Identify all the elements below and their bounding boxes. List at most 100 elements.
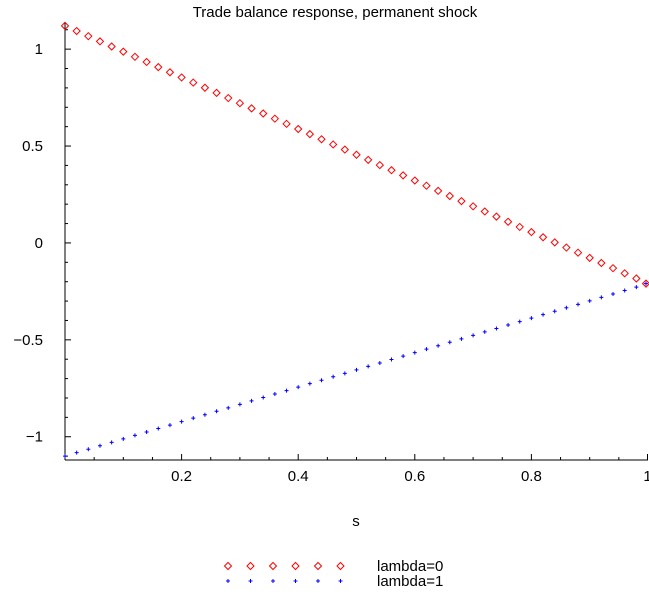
x-tick-label: 0.2 bbox=[171, 468, 192, 485]
data-point bbox=[352, 150, 361, 159]
legend-marker bbox=[316, 579, 320, 583]
data-point bbox=[293, 124, 303, 134]
data-point bbox=[541, 312, 546, 317]
data-point bbox=[387, 166, 396, 175]
data-point bbox=[422, 181, 431, 190]
data-point bbox=[226, 405, 231, 410]
data-point bbox=[284, 388, 289, 393]
data-point bbox=[354, 367, 359, 372]
data-point bbox=[389, 357, 394, 362]
data-point bbox=[235, 98, 245, 108]
data-point bbox=[471, 333, 476, 338]
y-tick-label: 0.5 bbox=[22, 138, 43, 155]
data-point bbox=[457, 196, 466, 206]
data-point bbox=[527, 227, 536, 237]
data-point bbox=[270, 114, 280, 123]
y-tick-label: 0 bbox=[35, 235, 43, 252]
data-point bbox=[296, 385, 301, 390]
data-point bbox=[445, 191, 454, 201]
legend-label: lambda=1 bbox=[377, 573, 443, 590]
data-point bbox=[109, 440, 114, 445]
data-point bbox=[585, 253, 594, 263]
data-point bbox=[506, 323, 511, 328]
data-point bbox=[84, 31, 93, 41]
data-point bbox=[132, 433, 137, 438]
series-lambda=1 bbox=[63, 281, 648, 459]
legend-marker bbox=[313, 561, 323, 571]
x-axis-label: s bbox=[352, 513, 360, 530]
series-lambda=0 bbox=[60, 21, 649, 288]
x-tick-label: 1 bbox=[643, 468, 649, 485]
data-point bbox=[503, 217, 513, 226]
data-point bbox=[433, 186, 443, 196]
data-point bbox=[492, 212, 501, 221]
data-point bbox=[538, 233, 548, 242]
legend-marker bbox=[291, 561, 300, 571]
data-point bbox=[398, 171, 408, 180]
data-point bbox=[480, 207, 489, 216]
data-point bbox=[564, 305, 569, 310]
legend-marker bbox=[336, 561, 345, 571]
data-point bbox=[282, 119, 291, 129]
data-point bbox=[342, 371, 347, 376]
data-point bbox=[95, 37, 105, 46]
data-point bbox=[74, 450, 79, 455]
data-point bbox=[247, 104, 256, 113]
legend-marker bbox=[248, 579, 253, 583]
data-point bbox=[363, 155, 373, 165]
data-point bbox=[249, 398, 254, 403]
data-point bbox=[60, 21, 70, 31]
data-point bbox=[641, 279, 649, 288]
data-point bbox=[154, 62, 163, 72]
data-point bbox=[200, 83, 210, 92]
data-point bbox=[179, 419, 184, 424]
data-point bbox=[214, 409, 219, 414]
y-tick-label: 1 bbox=[35, 41, 43, 58]
legend-entry: lambda=1 bbox=[226, 573, 443, 590]
data-point bbox=[375, 160, 385, 170]
legend-label: lambda=0 bbox=[377, 558, 443, 575]
data-point bbox=[307, 381, 312, 386]
data-point bbox=[412, 350, 417, 355]
data-point bbox=[121, 436, 126, 441]
data-point bbox=[494, 326, 499, 331]
data-point bbox=[515, 222, 524, 232]
x-tick-label: 0.8 bbox=[521, 468, 542, 485]
data-point bbox=[63, 454, 67, 459]
data-point bbox=[305, 129, 315, 139]
data-point bbox=[552, 309, 557, 314]
data-point bbox=[599, 295, 604, 300]
legend-marker bbox=[338, 579, 343, 583]
data-point bbox=[620, 269, 629, 278]
data-point bbox=[319, 378, 324, 383]
data-point bbox=[410, 176, 420, 185]
legend-marker bbox=[226, 579, 230, 583]
data-point bbox=[608, 263, 618, 273]
data-point bbox=[436, 343, 441, 348]
data-point bbox=[97, 443, 102, 448]
legend-marker bbox=[268, 561, 278, 571]
x-tick-label: 0.4 bbox=[288, 468, 309, 485]
data-point bbox=[644, 281, 648, 286]
data-point bbox=[622, 288, 627, 293]
data-point bbox=[328, 140, 338, 149]
data-point bbox=[212, 88, 221, 98]
data-point bbox=[317, 135, 326, 144]
data-point bbox=[86, 447, 91, 452]
data-point bbox=[529, 316, 534, 321]
data-point bbox=[459, 336, 464, 341]
chart-title: Trade balance response, permanent shock bbox=[193, 4, 478, 21]
data-point bbox=[272, 392, 277, 397]
data-point bbox=[130, 52, 140, 62]
data-point bbox=[189, 78, 198, 87]
data-point bbox=[366, 364, 371, 369]
data-point bbox=[167, 423, 172, 428]
data-point bbox=[573, 248, 583, 257]
data-point bbox=[237, 402, 242, 407]
data-point bbox=[634, 285, 639, 290]
data-point bbox=[177, 73, 186, 82]
data-point bbox=[447, 340, 452, 345]
data-point bbox=[424, 347, 429, 352]
data-point bbox=[224, 93, 233, 103]
